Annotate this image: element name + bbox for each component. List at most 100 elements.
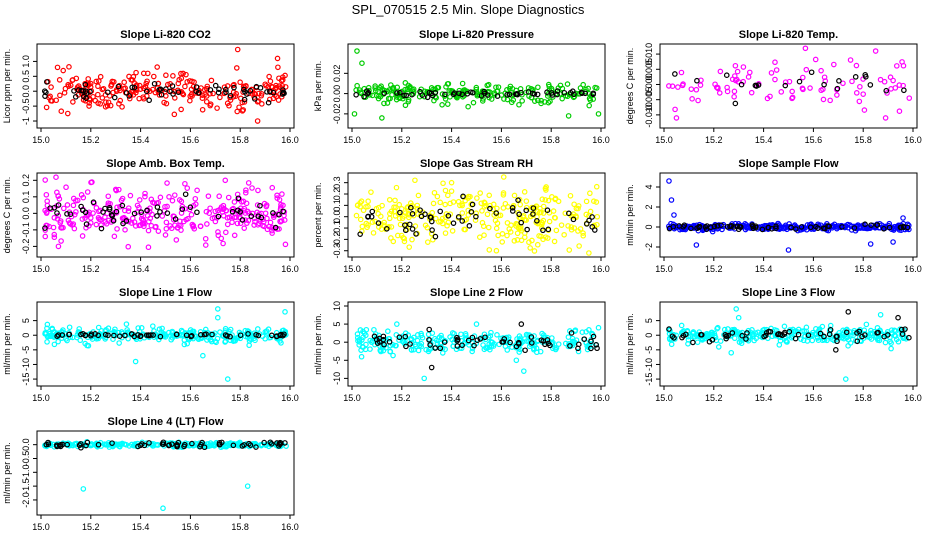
reference-point-outlier (426, 326, 432, 333)
data-point (239, 108, 246, 114)
reference-point (854, 338, 861, 345)
reference-point (413, 231, 419, 237)
data-point (65, 440, 72, 447)
data-point-outlier (872, 48, 879, 54)
data-point-outlier (160, 505, 166, 512)
data-point (43, 191, 50, 198)
x-tick-label: 15.0 (32, 522, 50, 532)
data-point (367, 337, 373, 344)
data-point (819, 323, 826, 330)
data-point-outlier (842, 376, 849, 382)
data-point (783, 337, 789, 344)
data-point (233, 65, 240, 71)
reference-point (113, 208, 120, 215)
data-point (384, 100, 391, 106)
data-point (362, 346, 369, 353)
data-point (906, 95, 913, 101)
y-tick-label: 5 (21, 318, 31, 323)
data-point (171, 111, 178, 118)
y-tick-label: -0.2 (21, 239, 31, 255)
data-point (875, 337, 881, 343)
data-point (863, 321, 870, 328)
data-point (42, 177, 49, 183)
data-point (124, 327, 130, 333)
data-point-outlier (274, 55, 281, 62)
reference-point (123, 218, 130, 224)
plot-points (666, 178, 912, 253)
data-point (411, 346, 417, 353)
reference-point (699, 331, 705, 338)
data-point (56, 77, 63, 83)
data-point (511, 238, 518, 244)
data-point (500, 174, 507, 180)
data-point (194, 187, 200, 194)
data-point (173, 237, 180, 243)
data-point (197, 223, 204, 230)
reference-point (706, 338, 713, 345)
data-point-outlier (693, 242, 700, 248)
data-point (51, 234, 58, 241)
data-point (890, 77, 896, 84)
reference-point (258, 214, 265, 221)
data-point (577, 226, 584, 232)
data-point (593, 183, 600, 190)
y-tick-label: -0.1 (332, 220, 342, 236)
data-point (734, 68, 741, 75)
x-tick-label: 15.4 (755, 393, 773, 403)
data-point (70, 442, 76, 449)
data-point (840, 80, 846, 87)
data-point (208, 77, 215, 84)
reference-point-outlier (833, 347, 839, 353)
x-tick-label: 15.6 (182, 264, 200, 274)
data-point (129, 77, 136, 83)
reference-point (477, 336, 484, 342)
reference-point (575, 341, 582, 348)
data-point (448, 188, 455, 194)
y-tick-label: -1.0 (21, 465, 31, 481)
data-point (450, 199, 457, 205)
data-point-outlier (733, 306, 740, 312)
data-point (494, 220, 501, 227)
data-point (102, 328, 108, 335)
data-point (184, 340, 191, 347)
data-point (93, 205, 100, 211)
data-point (263, 330, 270, 336)
x-tick-label: 15.4 (755, 135, 773, 145)
reference-point (843, 329, 850, 336)
reference-point (83, 88, 89, 94)
data-point (212, 208, 219, 215)
reference-point (776, 330, 782, 337)
data-point (136, 204, 142, 211)
data-point (47, 93, 53, 100)
reference-point (71, 88, 77, 94)
reference-point (105, 332, 111, 339)
data-point (82, 215, 88, 221)
data-point (113, 187, 120, 194)
data-point (392, 197, 398, 204)
data-point (476, 234, 483, 240)
x-tick-label: 15.6 (805, 393, 823, 403)
data-point (731, 88, 738, 95)
data-point (385, 328, 391, 335)
reference-point (394, 90, 400, 96)
data-point (73, 209, 79, 215)
data-point (459, 80, 466, 87)
x-tick-label: 15.8 (542, 135, 560, 145)
data-point (152, 224, 158, 230)
data-point (594, 213, 601, 220)
data-point (800, 337, 807, 344)
data-point-outlier (394, 321, 400, 327)
data-point (136, 197, 143, 203)
data-point (546, 218, 553, 225)
plot-title: Slope Gas Stream RH (420, 158, 533, 170)
y-tick-label: 0.0 (332, 210, 342, 223)
y-tick-label: 0.02 (332, 65, 342, 83)
reference-point (188, 332, 195, 339)
y-tick-label: 0 (21, 333, 31, 338)
data-point (551, 214, 558, 221)
reference-point (441, 339, 448, 345)
data-point (82, 340, 88, 347)
y-tick-label: 0 (644, 333, 654, 338)
reference-point (469, 201, 476, 208)
reference-point (83, 95, 89, 101)
